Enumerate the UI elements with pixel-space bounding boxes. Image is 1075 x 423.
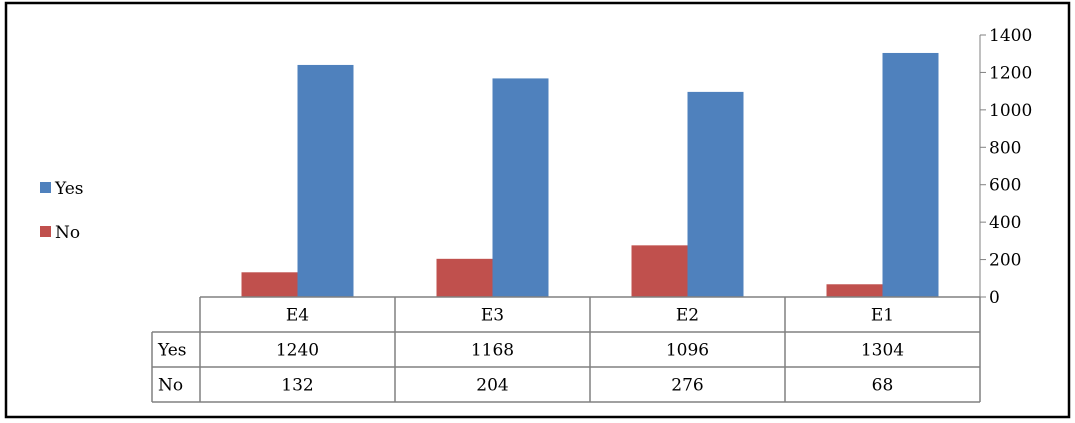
table-header-e2: E2 bbox=[676, 306, 699, 326]
table-cell: 1240 bbox=[276, 341, 319, 361]
y-tick-label: 600 bbox=[989, 176, 1021, 196]
bar-yes-e2 bbox=[687, 91, 744, 298]
table-cell: 204 bbox=[476, 376, 508, 396]
table-cell: 276 bbox=[671, 376, 703, 396]
bar-yes-e4 bbox=[297, 64, 354, 297]
table-cell: 132 bbox=[281, 376, 313, 396]
legend-label-yes: Yes bbox=[54, 179, 84, 199]
table-cell: 1304 bbox=[861, 341, 904, 361]
bar-no-e2 bbox=[631, 245, 688, 297]
bar-yes-e1 bbox=[882, 52, 939, 297]
chart-border bbox=[4, 1, 1071, 419]
bars bbox=[241, 52, 939, 298]
legend: Yes No bbox=[40, 179, 84, 243]
y-tick-label: 800 bbox=[989, 138, 1021, 158]
table-row-label-no: No bbox=[158, 376, 183, 396]
table-header-e1: E1 bbox=[871, 306, 894, 326]
y-tick-label: 1400 bbox=[989, 26, 1032, 46]
table-header-e4: E4 bbox=[286, 306, 309, 326]
y-tick-label: 1200 bbox=[989, 63, 1032, 83]
table-cell: 1168 bbox=[471, 341, 514, 361]
y-tick-label: 200 bbox=[989, 251, 1021, 271]
bar-yes-e3 bbox=[492, 78, 549, 297]
y-axis: 0 200 400 600 800 1000 1200 1400 bbox=[979, 26, 1032, 308]
y-tick-label: 0 bbox=[989, 288, 1000, 308]
table-cell: 1096 bbox=[666, 341, 709, 361]
bar-no-e1 bbox=[826, 284, 883, 297]
bar-no-e3 bbox=[436, 258, 493, 297]
data-table: E4 E3 E2 E1 Yes 1240 1168 1096 1304 No 132 204 276 68 bbox=[151, 296, 981, 403]
legend-label-no: No bbox=[55, 223, 80, 243]
legend-swatch-no bbox=[40, 226, 51, 237]
table-cell: 68 bbox=[872, 376, 894, 396]
y-tick-label: 1000 bbox=[989, 101, 1032, 121]
legend-swatch-yes bbox=[40, 182, 51, 193]
bar-no-e4 bbox=[241, 272, 298, 297]
table-header-e3: E3 bbox=[481, 306, 504, 326]
table-row-label-yes: Yes bbox=[157, 341, 187, 361]
y-tick-label: 400 bbox=[989, 213, 1021, 233]
